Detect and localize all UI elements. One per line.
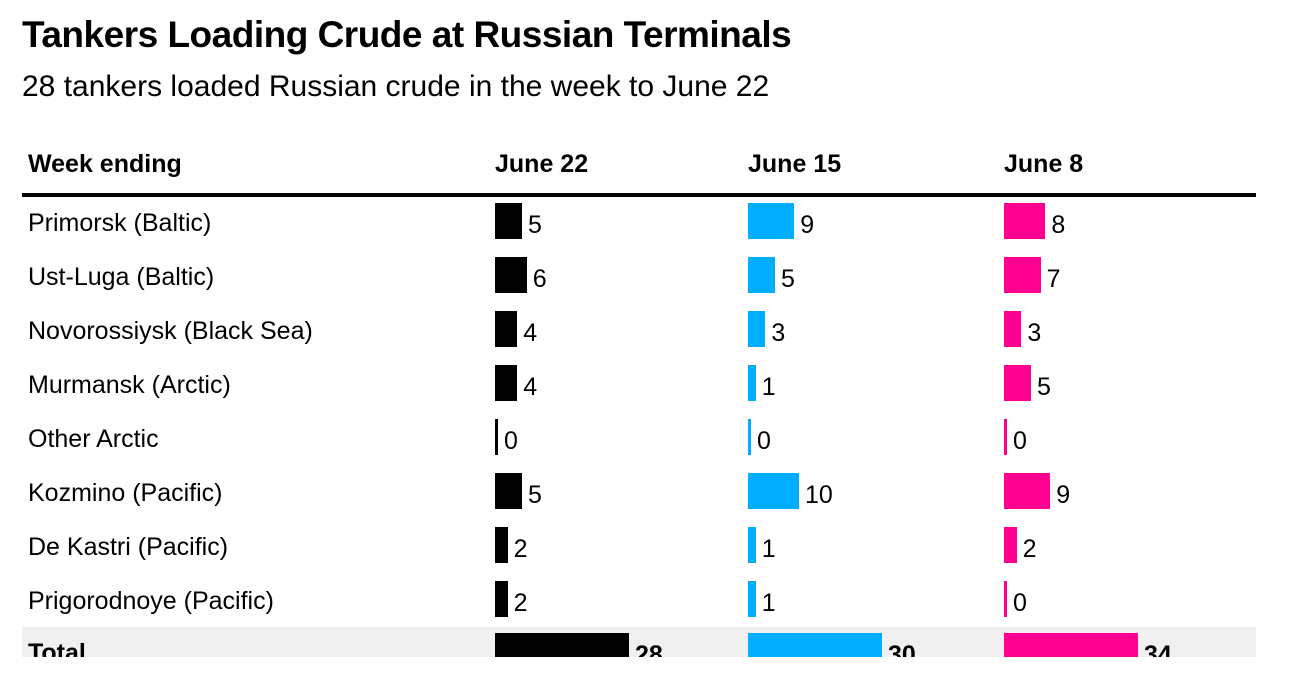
row-label: Primorsk (Baltic) bbox=[28, 209, 212, 237]
row-label: Other Arctic bbox=[28, 425, 159, 453]
chart-title: Tankers Loading Crude at Russian Termina… bbox=[22, 14, 792, 55]
row-label: Novorossiysk (Black Sea) bbox=[28, 317, 313, 345]
bar bbox=[1004, 311, 1022, 347]
value-label: 28 bbox=[635, 641, 663, 657]
value-label: 2 bbox=[1022, 535, 1037, 563]
value-label: 0 bbox=[1013, 589, 1027, 617]
bar bbox=[748, 473, 799, 509]
value-label: 5 bbox=[528, 481, 542, 509]
row-label: Kozmino (Pacific) bbox=[28, 479, 223, 507]
value-label: 1 bbox=[761, 589, 776, 617]
value-label: 8 bbox=[1051, 211, 1066, 239]
value-label: 4 bbox=[523, 373, 538, 401]
value-label: 3 bbox=[1027, 319, 1042, 347]
bar bbox=[495, 257, 527, 293]
row-label: Total bbox=[28, 639, 86, 657]
bar bbox=[495, 419, 498, 455]
value-label: 10 bbox=[805, 481, 833, 509]
row-label: Prigorodnoye (Pacific) bbox=[28, 587, 274, 615]
value-label: 0 bbox=[1013, 427, 1027, 455]
value-label: 5 bbox=[1037, 373, 1051, 401]
value-label: 1 bbox=[761, 373, 776, 401]
bar bbox=[495, 311, 518, 347]
value-label: 5 bbox=[528, 211, 542, 239]
value-label: 30 bbox=[888, 641, 916, 657]
bar bbox=[748, 527, 756, 563]
column-header-june-22: June 22 bbox=[495, 150, 589, 178]
value-label: 0 bbox=[757, 427, 771, 455]
value-label: 9 bbox=[800, 211, 815, 239]
bar bbox=[748, 257, 775, 293]
value-label: 1 bbox=[761, 535, 776, 563]
value-label: 2 bbox=[513, 589, 528, 617]
row-label: De Kastri (Pacific) bbox=[28, 533, 229, 561]
bar bbox=[1004, 365, 1031, 401]
header-rule bbox=[22, 193, 1256, 197]
bar bbox=[495, 473, 522, 509]
value-label: 5 bbox=[781, 265, 795, 293]
value-label: 4 bbox=[523, 319, 538, 347]
bar bbox=[1004, 419, 1007, 455]
table-body: Primorsk (Baltic) 5 9 8 Ust-Luga (Baltic) 6 5 7… bbox=[22, 203, 1256, 657]
bar bbox=[495, 633, 629, 657]
bar bbox=[748, 365, 756, 401]
bar bbox=[748, 311, 766, 347]
bar bbox=[748, 633, 882, 657]
value-label: 6 bbox=[532, 265, 547, 293]
bar bbox=[1004, 581, 1007, 617]
bar bbox=[748, 203, 795, 239]
bar bbox=[495, 581, 508, 617]
value-label: 0 bbox=[504, 427, 518, 455]
column-header-june-15: June 15 bbox=[748, 150, 842, 178]
bar bbox=[748, 419, 751, 455]
bar bbox=[495, 203, 522, 239]
bar bbox=[495, 527, 508, 563]
value-label: 2 bbox=[513, 535, 528, 563]
row-header: Week ending bbox=[28, 150, 182, 178]
value-label: 7 bbox=[1046, 265, 1061, 293]
column-header-june-8: June 8 bbox=[1004, 150, 1084, 178]
bar bbox=[1004, 473, 1051, 509]
value-label: 9 bbox=[1056, 481, 1071, 509]
bar bbox=[1004, 633, 1138, 657]
bar bbox=[1004, 257, 1041, 293]
bar bbox=[495, 365, 518, 401]
chart-subtitle: 28 tankers loaded Russian crude in the w… bbox=[22, 70, 770, 103]
bar bbox=[1004, 527, 1017, 563]
value-label: 34 bbox=[1144, 641, 1172, 657]
bar bbox=[1004, 203, 1046, 239]
row-label: Murmansk (Arctic) bbox=[28, 371, 231, 399]
row-label: Ust-Luga (Baltic) bbox=[28, 263, 215, 291]
bar bbox=[748, 581, 756, 617]
value-label: 3 bbox=[771, 319, 786, 347]
